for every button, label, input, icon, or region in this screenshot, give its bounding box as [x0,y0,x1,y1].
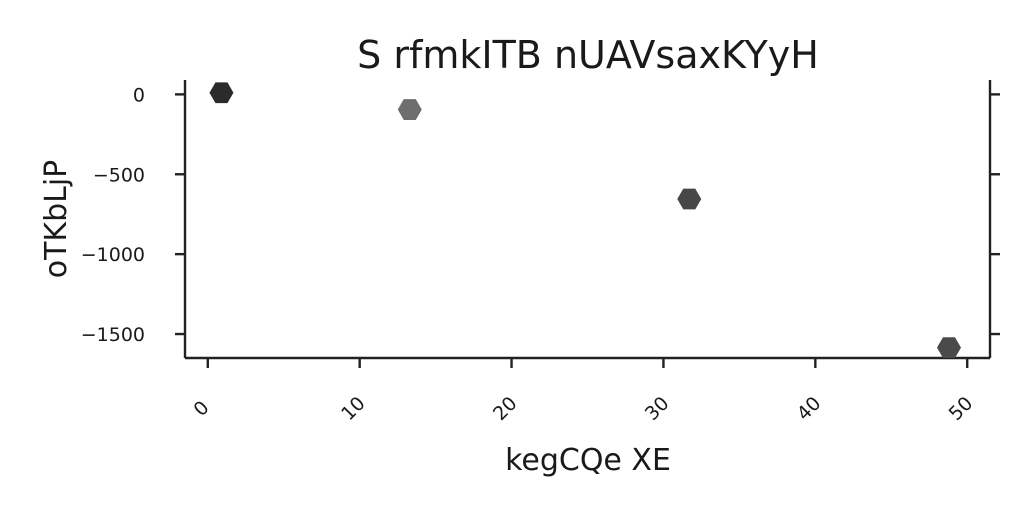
y-tick-label: −1500 [81,324,145,346]
y-axis-label: oTKbLjP [39,160,74,279]
data-point-3 [677,188,702,210]
y-tick-label: 0 [133,84,145,106]
y-tick-label: −500 [93,164,145,186]
x-axis-label: kegCQe XE [505,443,671,478]
x-tick-label: 0 [189,397,213,421]
x-tick-label: 30 [641,392,674,425]
data-point-2 [397,99,422,120]
chart-title: S rfmkITB nUAVsaxKYyH [357,33,819,77]
data-point-1 [209,82,234,104]
y-tick-label: −1000 [81,244,145,266]
x-tick-label: 50 [945,392,978,425]
x-tick-label: 10 [337,392,370,425]
data-points [209,82,961,359]
x-tick-label: 20 [489,392,522,425]
y-axis-ticks: 0 −500 −1000 −1500 [81,84,1000,346]
x-axis-ticks: 0 10 20 30 40 50 [189,358,977,425]
data-point-4 [936,337,961,359]
x-tick-label: 40 [793,392,826,425]
axes-frame [183,80,992,360]
